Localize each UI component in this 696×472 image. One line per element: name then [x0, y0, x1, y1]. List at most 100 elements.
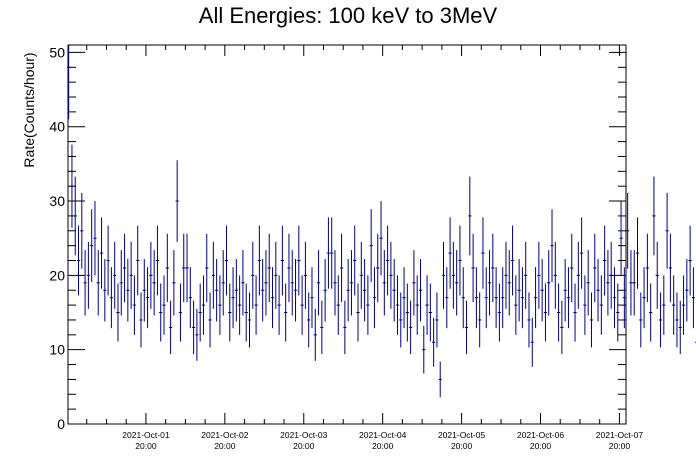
- data-point: [254, 275, 258, 335]
- data-point: [129, 241, 133, 309]
- data-point: [563, 259, 567, 322]
- data-point: [461, 267, 465, 329]
- y-tick-label: 40: [49, 119, 65, 135]
- data-point: [533, 267, 538, 329]
- x-tick-label-date: 2021-Oct-04: [359, 430, 407, 440]
- data-points: [67, 45, 696, 398]
- data-point: [589, 292, 594, 348]
- data-point: [270, 267, 275, 329]
- data-point: [517, 259, 521, 322]
- data-point: [665, 192, 669, 269]
- data-point: [349, 250, 354, 316]
- data-point: [675, 292, 679, 348]
- data-point: [339, 233, 344, 303]
- data-point: [257, 225, 262, 296]
- data-point: [658, 292, 663, 348]
- x-tick-label-date: 2021-Oct-06: [517, 430, 565, 440]
- data-point: [284, 283, 288, 342]
- data-point: [109, 267, 114, 329]
- data-point: [609, 241, 613, 309]
- data-point: [267, 233, 271, 303]
- data-point: [524, 241, 528, 309]
- data-point: [438, 361, 442, 398]
- data-point: [182, 233, 186, 303]
- data-point: [113, 241, 117, 309]
- data-point: [678, 300, 682, 355]
- data-point: [333, 250, 337, 316]
- data-point: [165, 233, 169, 303]
- data-point: [191, 300, 196, 355]
- data-point: [201, 275, 206, 335]
- data-point: [464, 300, 469, 355]
- data-point: [379, 201, 383, 276]
- data-point: [547, 250, 551, 316]
- y-axis-label: Rate(Counts/hour): [21, 52, 37, 167]
- data-point: [320, 300, 324, 355]
- data-point: [458, 225, 462, 296]
- data-point: [635, 217, 640, 289]
- data-point: [553, 241, 557, 309]
- data-point: [376, 233, 380, 303]
- data-point: [445, 267, 449, 329]
- data-point: [172, 250, 176, 316]
- data-point: [145, 267, 150, 329]
- chart-title: All Energies: 100 keV to 3MeV: [199, 3, 498, 28]
- data-point: [681, 275, 686, 335]
- data-point: [579, 217, 584, 289]
- data-point: [441, 241, 446, 309]
- data-point: [67, 45, 71, 120]
- data-point: [527, 292, 531, 348]
- data-point: [510, 225, 515, 296]
- y-tick-label: 20: [49, 267, 65, 283]
- data-point: [602, 225, 607, 296]
- data-point: [570, 233, 574, 303]
- x-tick-label-time: 20:00: [372, 441, 394, 451]
- data-point: [543, 283, 548, 342]
- data-point: [231, 267, 235, 329]
- data-point: [343, 300, 347, 355]
- data-point: [599, 275, 603, 335]
- data-point: [389, 241, 393, 309]
- data-point: [468, 176, 472, 256]
- data-point: [149, 241, 153, 309]
- data-point: [642, 267, 646, 329]
- data-point: [241, 250, 245, 316]
- x-tick-label-date: 2021-Oct-03: [280, 430, 328, 440]
- data-point: [93, 201, 97, 276]
- data-point: [73, 176, 77, 256]
- x-tick-label-time: 20:00: [609, 441, 631, 451]
- y-tick-label: 30: [49, 193, 65, 209]
- data-point: [639, 292, 643, 348]
- data-point: [188, 267, 192, 329]
- data-point: [99, 217, 104, 289]
- data-point: [494, 267, 498, 329]
- data-point: [478, 292, 482, 348]
- data-point: [218, 275, 222, 335]
- data-point: [211, 241, 215, 309]
- data-point: [556, 283, 561, 342]
- data-point: [507, 250, 511, 316]
- data-point: [619, 201, 623, 276]
- data-point: [178, 283, 183, 342]
- x-tick-label-time: 20:00: [293, 441, 315, 451]
- data-point: [412, 250, 416, 316]
- data-point: [537, 241, 541, 309]
- data-point: [244, 283, 248, 342]
- plot-frame: [67, 44, 627, 425]
- data-point: [356, 283, 360, 342]
- data-point: [152, 250, 156, 316]
- data-point: [122, 233, 127, 303]
- data-point: [448, 217, 452, 289]
- tick-labels: 010203040502021-Oct-0120:002021-Oct-0220…: [49, 44, 643, 451]
- data-point: [362, 259, 367, 322]
- data-point: [455, 250, 459, 316]
- data-point: [116, 283, 120, 342]
- data-point: [606, 250, 610, 316]
- data-point: [425, 275, 429, 335]
- data-point: [142, 259, 146, 322]
- data-point: [418, 259, 423, 322]
- data-point: [326, 217, 331, 289]
- data-point: [550, 209, 554, 283]
- data-point: [382, 250, 386, 316]
- data-point: [323, 259, 327, 322]
